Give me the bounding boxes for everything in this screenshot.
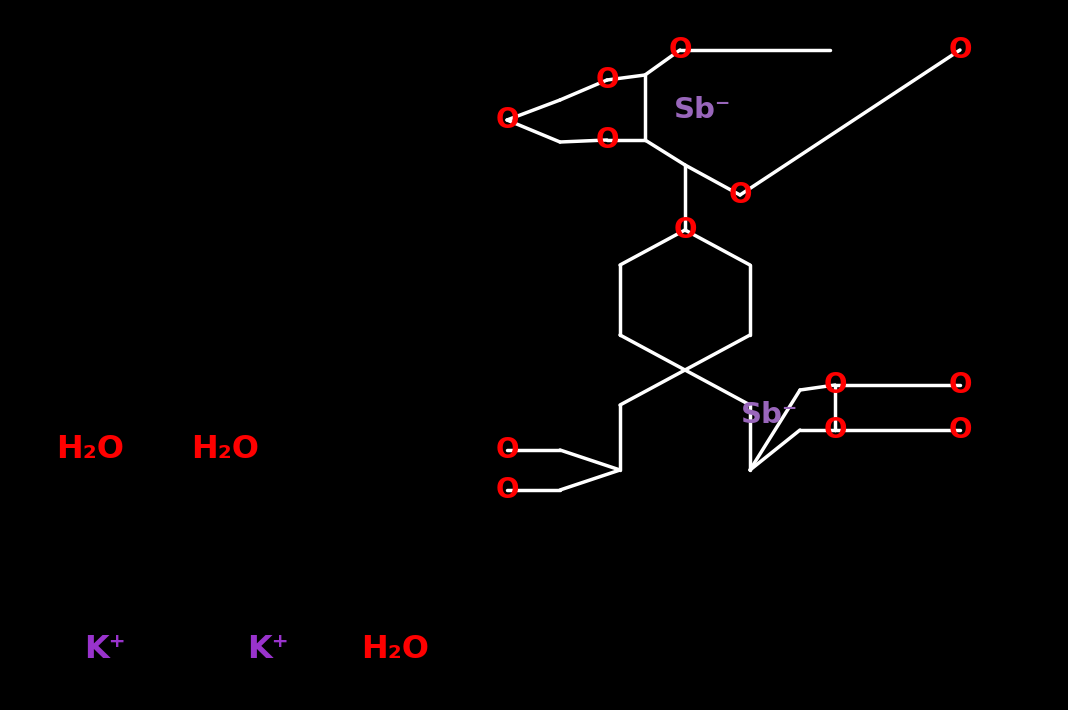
Text: O: O [948,416,972,444]
Text: O: O [595,126,618,154]
Text: Sb⁻: Sb⁻ [741,401,799,429]
Text: O: O [496,106,519,134]
Text: H₂O: H₂O [191,435,260,466]
Text: K⁺: K⁺ [247,635,288,665]
Text: H₂O: H₂O [361,635,429,665]
Text: O: O [823,416,847,444]
Text: O: O [496,476,519,504]
Text: O: O [669,36,692,64]
Text: O: O [673,216,696,244]
Text: O: O [595,66,618,94]
Text: K⁺: K⁺ [84,635,126,665]
Text: O: O [728,181,752,209]
Text: H₂O: H₂O [56,435,124,466]
Text: O: O [948,371,972,399]
Text: O: O [948,36,972,64]
Text: Sb⁻: Sb⁻ [674,96,732,124]
Text: O: O [823,371,847,399]
Text: O: O [496,436,519,464]
